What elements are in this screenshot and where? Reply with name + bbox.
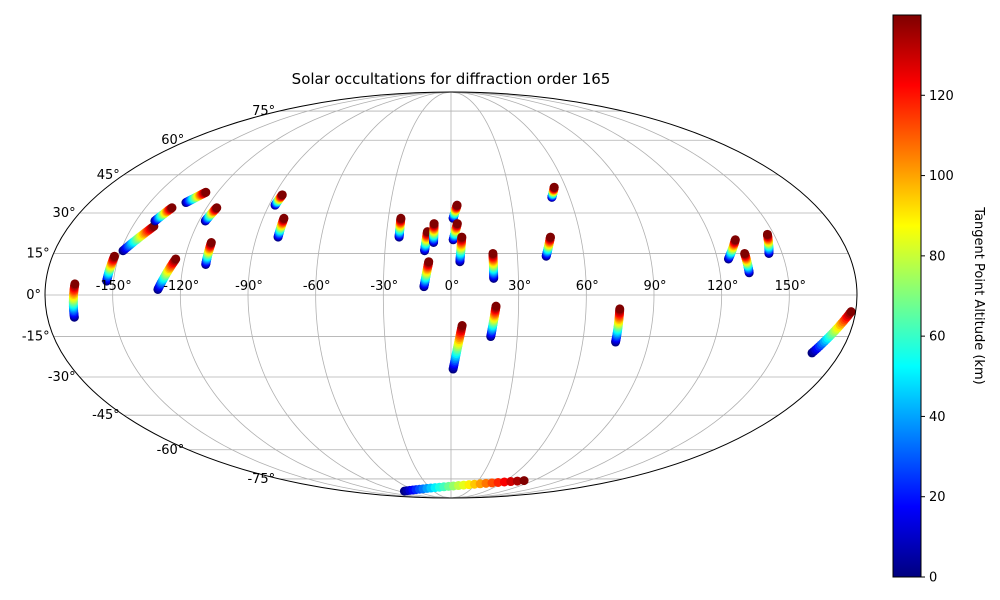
longitude-tick-label: 120° xyxy=(707,279,738,294)
occultation-track xyxy=(420,227,432,256)
data-point xyxy=(109,251,119,261)
occultation-track xyxy=(611,304,625,347)
data-point xyxy=(512,476,522,486)
longitude-tick-label: -120° xyxy=(163,279,199,294)
colorbar-ticks: 0 20 40 60 80 100 120 xyxy=(921,89,954,586)
occultation-track xyxy=(488,248,499,283)
occultation-track xyxy=(68,279,80,322)
occultation-track xyxy=(150,203,177,226)
longitude-tick-label: 0° xyxy=(445,279,460,294)
data-point xyxy=(846,307,856,317)
latitude-tick-label: -60° xyxy=(157,443,185,458)
colorbar-tick-label: 60 xyxy=(929,330,946,345)
map-grid xyxy=(45,92,857,498)
occultation-track xyxy=(807,307,856,358)
occultation-track xyxy=(153,254,181,294)
occultation-track xyxy=(762,229,774,258)
latitude-tick-label: 60° xyxy=(161,133,184,148)
latitude-tick-label: 75° xyxy=(252,104,275,119)
data-point xyxy=(429,219,439,229)
occultation-track xyxy=(547,182,559,202)
occultation-track xyxy=(486,301,501,342)
data-point xyxy=(457,232,467,242)
latitude-tick-label: 30° xyxy=(53,206,76,221)
longitude-tick-label: 90° xyxy=(643,279,666,294)
occultation-track xyxy=(102,251,119,286)
data-point xyxy=(506,477,516,487)
data-point xyxy=(762,229,772,239)
occultation-track xyxy=(200,203,222,226)
occultation-track xyxy=(723,235,740,264)
occultation-track xyxy=(455,232,467,267)
colorbar-label: Tangent Point Altitude (km) xyxy=(971,206,986,384)
data-point xyxy=(171,254,181,264)
data-point xyxy=(549,182,559,192)
occultation-track xyxy=(273,213,289,242)
data-point xyxy=(212,203,222,213)
data-point xyxy=(488,248,498,258)
colorbar-tick-label: 100 xyxy=(929,169,954,184)
data-point xyxy=(70,279,80,289)
data-point xyxy=(545,232,555,242)
longitude-tick-label: -150° xyxy=(96,279,132,294)
longitude-tick-label: -90° xyxy=(235,279,263,294)
latitude-tick-label: 45° xyxy=(97,168,120,183)
occultation-track xyxy=(429,219,439,247)
tick-labels: -150° -120° -90° -60° -30° 0° 30° 60° 90° 120° 150… xyxy=(22,104,806,487)
longitude-tick-label: 30° xyxy=(508,279,531,294)
occultation-track xyxy=(419,257,434,292)
colorbar-tick-label: 120 xyxy=(929,89,954,104)
occultation-track xyxy=(740,248,754,278)
data-point xyxy=(396,213,406,223)
colorbar-tick-label: 80 xyxy=(929,249,946,264)
colorbar-tick-label: 20 xyxy=(929,490,946,505)
colorbar-tick-label: 40 xyxy=(929,410,946,425)
occultation-points xyxy=(68,182,856,496)
data-point xyxy=(491,301,501,311)
data-point xyxy=(201,187,211,197)
data-point xyxy=(457,321,467,331)
latitude-tick-label: -30° xyxy=(48,370,76,385)
occultation-track xyxy=(181,187,211,208)
occultation-track xyxy=(399,476,529,496)
data-point xyxy=(615,304,625,314)
data-point xyxy=(519,476,529,486)
longitude-tick-label: -60° xyxy=(303,279,331,294)
colorbar-tick-label: 0 xyxy=(929,571,937,586)
occultation-track xyxy=(394,213,406,242)
chart-title: Solar occultations for diffraction order… xyxy=(292,70,611,88)
latitude-tick-label: -45° xyxy=(92,408,120,423)
longitude-tick-label: 150° xyxy=(775,279,806,294)
data-point xyxy=(279,213,289,223)
occultation-track xyxy=(118,221,159,256)
latitude-tick-label: -15° xyxy=(22,330,50,345)
data-point xyxy=(452,219,462,229)
data-point xyxy=(206,238,216,247)
data-point xyxy=(167,203,177,213)
occultation-track xyxy=(448,219,462,245)
colorbar: 0 20 40 60 80 100 120 Tangent Point Altitude (… xyxy=(892,14,986,586)
longitude-tick-label: 60° xyxy=(576,279,599,294)
latitude-tick-label: 15° xyxy=(27,246,50,261)
occultation-track xyxy=(541,232,555,261)
latitude-tick-label: -75° xyxy=(247,472,275,487)
longitude-tick-label: -30° xyxy=(370,279,398,294)
data-point xyxy=(499,477,509,487)
colorbar-gradient xyxy=(892,14,922,578)
latitude-tick-label: 0° xyxy=(26,288,41,303)
occultation-track xyxy=(201,238,216,269)
map-boundary xyxy=(44,91,858,499)
data-point xyxy=(424,257,434,267)
occultation-track xyxy=(270,190,287,210)
occultation-track xyxy=(448,321,467,374)
data-point xyxy=(740,248,750,258)
data-point xyxy=(730,235,740,245)
occultation-track xyxy=(448,200,462,223)
data-point xyxy=(452,200,462,210)
data-point xyxy=(277,190,287,200)
